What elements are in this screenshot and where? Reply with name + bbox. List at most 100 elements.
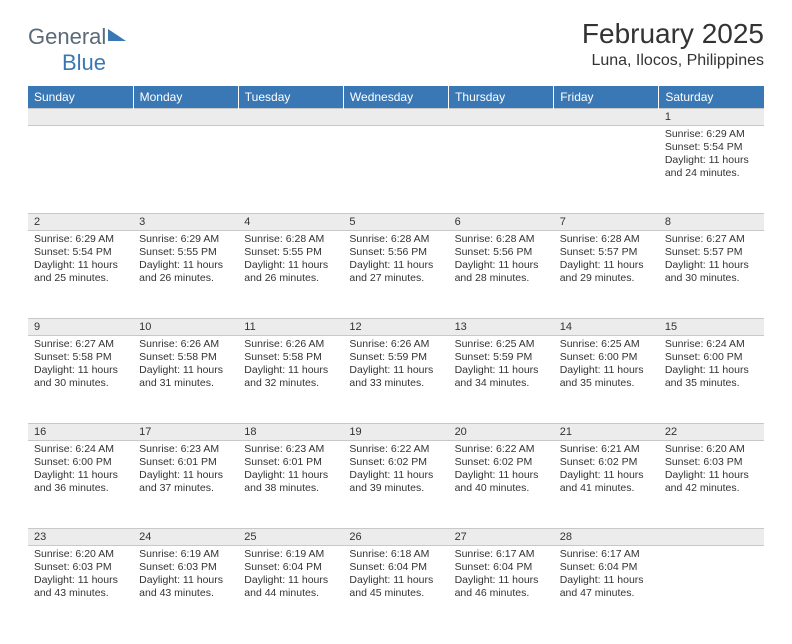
daynum-row: 16171819202122: [28, 424, 764, 441]
calendar-table: SundayMondayTuesdayWednesdayThursdayFrid…: [28, 86, 764, 634]
day-number: [343, 109, 448, 126]
daylight-text: Daylight: 11 hours and 25 minutes.: [34, 259, 127, 285]
sunset-text: Sunset: 6:04 PM: [455, 561, 548, 574]
day-number: 25: [238, 529, 343, 546]
sunset-text: Sunset: 6:04 PM: [244, 561, 337, 574]
sunrise-text: Sunrise: 6:23 AM: [139, 443, 232, 456]
day-cell: Sunrise: 6:27 AMSunset: 5:58 PMDaylight:…: [28, 336, 133, 424]
day-number: 5: [343, 214, 448, 231]
day-details: Sunrise: 6:18 AMSunset: 6:04 PMDaylight:…: [343, 546, 448, 605]
daylight-text: Daylight: 11 hours and 46 minutes.: [455, 574, 548, 600]
day-number: 13: [449, 319, 554, 336]
daylight-text: Daylight: 11 hours and 29 minutes.: [560, 259, 653, 285]
location: Luna, Ilocos, Philippines: [582, 52, 764, 70]
sunset-text: Sunset: 6:03 PM: [34, 561, 127, 574]
daylight-text: Daylight: 11 hours and 41 minutes.: [560, 469, 653, 495]
daylight-text: Daylight: 11 hours and 43 minutes.: [139, 574, 232, 600]
day-cell: Sunrise: 6:28 AMSunset: 5:56 PMDaylight:…: [449, 231, 554, 319]
day-details: Sunrise: 6:26 AMSunset: 5:58 PMDaylight:…: [133, 336, 238, 395]
sunrise-text: Sunrise: 6:17 AM: [560, 548, 653, 561]
day-number: 27: [449, 529, 554, 546]
sail-icon: [108, 29, 126, 41]
day-cell: Sunrise: 6:21 AMSunset: 6:02 PMDaylight:…: [554, 441, 659, 529]
calendar-thead: SundayMondayTuesdayWednesdayThursdayFrid…: [28, 86, 764, 109]
day-number: 19: [343, 424, 448, 441]
sunrise-text: Sunrise: 6:19 AM: [244, 548, 337, 561]
day-number: 2: [28, 214, 133, 231]
sunrise-text: Sunrise: 6:28 AM: [455, 233, 548, 246]
day-cell: [133, 126, 238, 214]
month-title: February 2025: [582, 18, 764, 50]
daylight-text: Daylight: 11 hours and 42 minutes.: [665, 469, 758, 495]
daylight-text: Daylight: 11 hours and 31 minutes.: [139, 364, 232, 390]
day-cell: Sunrise: 6:29 AMSunset: 5:54 PMDaylight:…: [659, 126, 764, 214]
sunset-text: Sunset: 6:00 PM: [665, 351, 758, 364]
sunrise-text: Sunrise: 6:22 AM: [455, 443, 548, 456]
day-cell: Sunrise: 6:20 AMSunset: 6:03 PMDaylight:…: [28, 546, 133, 634]
day-cell: Sunrise: 6:27 AMSunset: 5:57 PMDaylight:…: [659, 231, 764, 319]
sunset-text: Sunset: 5:57 PM: [560, 246, 653, 259]
day-cell: Sunrise: 6:22 AMSunset: 6:02 PMDaylight:…: [449, 441, 554, 529]
day-cell: Sunrise: 6:22 AMSunset: 6:02 PMDaylight:…: [343, 441, 448, 529]
week-row: Sunrise: 6:29 AMSunset: 5:54 PMDaylight:…: [28, 126, 764, 214]
daylight-text: Daylight: 11 hours and 35 minutes.: [560, 364, 653, 390]
day-number: [554, 109, 659, 126]
sunrise-text: Sunrise: 6:26 AM: [349, 338, 442, 351]
daylight-text: Daylight: 11 hours and 44 minutes.: [244, 574, 337, 600]
day-number: [28, 109, 133, 126]
day-number: 3: [133, 214, 238, 231]
day-cell: Sunrise: 6:29 AMSunset: 5:55 PMDaylight:…: [133, 231, 238, 319]
day-header: Saturday: [659, 86, 764, 109]
daylight-text: Daylight: 11 hours and 24 minutes.: [665, 154, 758, 180]
day-number: [238, 109, 343, 126]
day-details: Sunrise: 6:21 AMSunset: 6:02 PMDaylight:…: [554, 441, 659, 500]
sunrise-text: Sunrise: 6:27 AM: [34, 338, 127, 351]
day-details: Sunrise: 6:28 AMSunset: 5:55 PMDaylight:…: [238, 231, 343, 290]
week-row: Sunrise: 6:27 AMSunset: 5:58 PMDaylight:…: [28, 336, 764, 424]
week-row: Sunrise: 6:24 AMSunset: 6:00 PMDaylight:…: [28, 441, 764, 529]
day-cell: Sunrise: 6:26 AMSunset: 5:58 PMDaylight:…: [133, 336, 238, 424]
sunrise-text: Sunrise: 6:28 AM: [560, 233, 653, 246]
day-number: 4: [238, 214, 343, 231]
daylight-text: Daylight: 11 hours and 39 minutes.: [349, 469, 442, 495]
sunrise-text: Sunrise: 6:20 AM: [665, 443, 758, 456]
day-number: 14: [554, 319, 659, 336]
header: GeneralBlue February 2025 Luna, Ilocos, …: [28, 18, 764, 76]
sunset-text: Sunset: 6:02 PM: [349, 456, 442, 469]
sunset-text: Sunset: 6:03 PM: [139, 561, 232, 574]
day-details: Sunrise: 6:28 AMSunset: 5:56 PMDaylight:…: [449, 231, 554, 290]
day-number: 23: [28, 529, 133, 546]
day-cell: Sunrise: 6:25 AMSunset: 6:00 PMDaylight:…: [554, 336, 659, 424]
brand-word-1: General: [28, 24, 106, 49]
sunset-text: Sunset: 6:00 PM: [34, 456, 127, 469]
sunrise-text: Sunrise: 6:29 AM: [665, 128, 758, 141]
daylight-text: Daylight: 11 hours and 26 minutes.: [244, 259, 337, 285]
day-header-row: SundayMondayTuesdayWednesdayThursdayFrid…: [28, 86, 764, 109]
sunrise-text: Sunrise: 6:23 AM: [244, 443, 337, 456]
sunset-text: Sunset: 5:58 PM: [139, 351, 232, 364]
sunset-text: Sunset: 6:01 PM: [139, 456, 232, 469]
sunset-text: Sunset: 6:02 PM: [560, 456, 653, 469]
day-cell: Sunrise: 6:18 AMSunset: 6:04 PMDaylight:…: [343, 546, 448, 634]
daylight-text: Daylight: 11 hours and 26 minutes.: [139, 259, 232, 285]
day-cell: Sunrise: 6:29 AMSunset: 5:54 PMDaylight:…: [28, 231, 133, 319]
daylight-text: Daylight: 11 hours and 35 minutes.: [665, 364, 758, 390]
day-details: Sunrise: 6:28 AMSunset: 5:56 PMDaylight:…: [343, 231, 448, 290]
day-details: Sunrise: 6:24 AMSunset: 6:00 PMDaylight:…: [28, 441, 133, 500]
sunset-text: Sunset: 5:54 PM: [665, 141, 758, 154]
day-details: Sunrise: 6:17 AMSunset: 6:04 PMDaylight:…: [449, 546, 554, 605]
day-header: Wednesday: [343, 86, 448, 109]
day-details: Sunrise: 6:29 AMSunset: 5:54 PMDaylight:…: [28, 231, 133, 290]
daylight-text: Daylight: 11 hours and 38 minutes.: [244, 469, 337, 495]
sunset-text: Sunset: 5:59 PM: [455, 351, 548, 364]
daylight-text: Daylight: 11 hours and 27 minutes.: [349, 259, 442, 285]
day-number: 7: [554, 214, 659, 231]
daylight-text: Daylight: 11 hours and 37 minutes.: [139, 469, 232, 495]
daylight-text: Daylight: 11 hours and 40 minutes.: [455, 469, 548, 495]
calendar-tbody: 1Sunrise: 6:29 AMSunset: 5:54 PMDaylight…: [28, 109, 764, 634]
sunrise-text: Sunrise: 6:29 AM: [139, 233, 232, 246]
daynum-row: 2345678: [28, 214, 764, 231]
day-details: Sunrise: 6:22 AMSunset: 6:02 PMDaylight:…: [343, 441, 448, 500]
day-number: 26: [343, 529, 448, 546]
day-details: Sunrise: 6:28 AMSunset: 5:57 PMDaylight:…: [554, 231, 659, 290]
